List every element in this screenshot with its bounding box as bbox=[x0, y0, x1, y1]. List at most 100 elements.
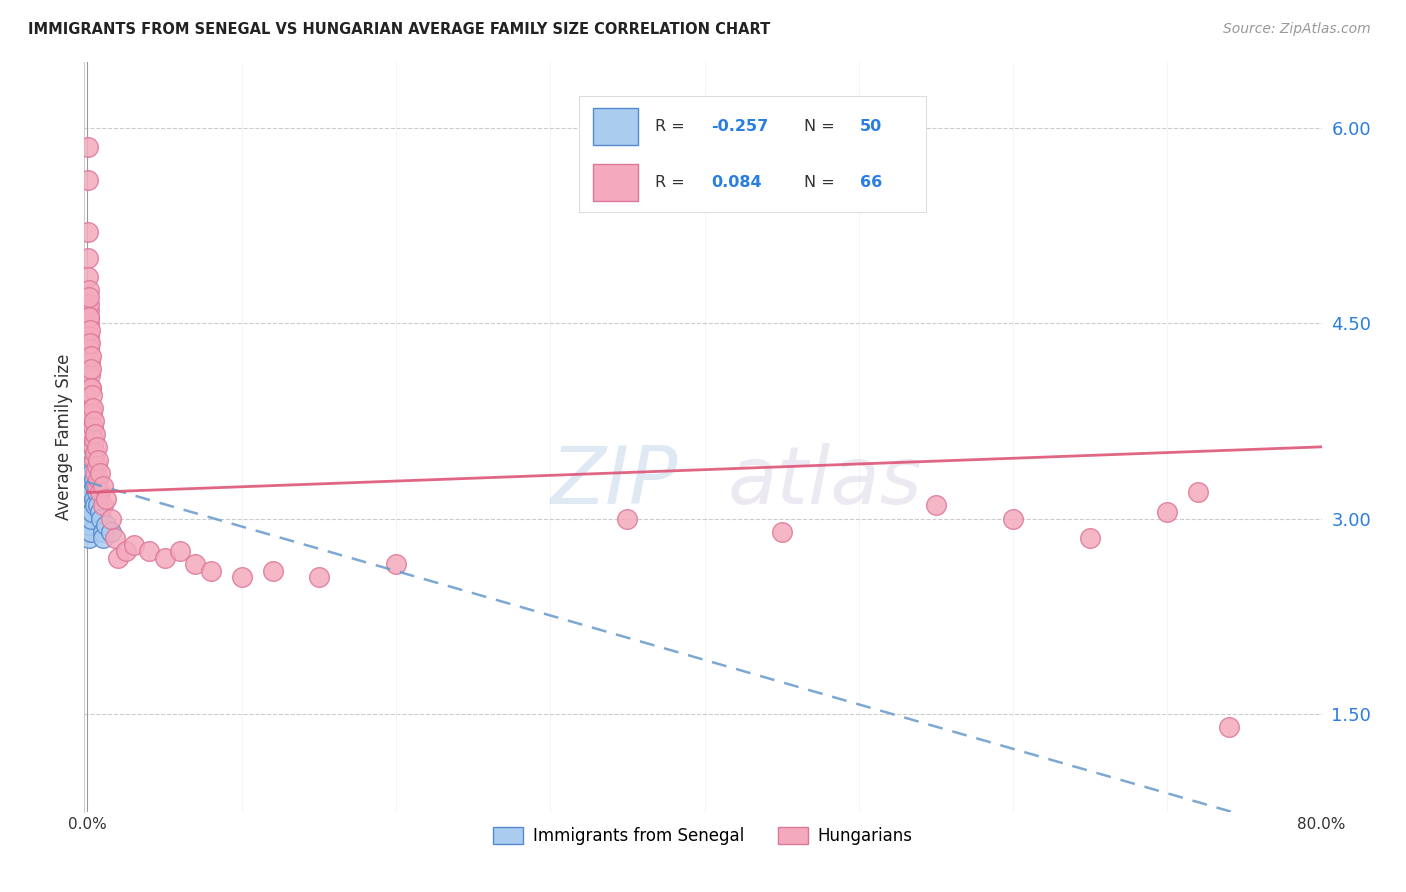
Point bbox=[1078, 531, 1101, 545]
Point bbox=[83, 453, 105, 467]
Point bbox=[80, 388, 103, 402]
Point bbox=[79, 355, 101, 369]
Point bbox=[308, 570, 330, 584]
Point bbox=[77, 466, 100, 480]
Point bbox=[77, 466, 100, 480]
Point bbox=[77, 459, 100, 474]
Point bbox=[77, 270, 100, 285]
Point bbox=[79, 335, 101, 350]
Point bbox=[80, 511, 103, 525]
Point bbox=[77, 524, 100, 539]
Point bbox=[84, 466, 107, 480]
Point bbox=[77, 479, 100, 493]
Point bbox=[100, 511, 122, 525]
Point bbox=[77, 499, 100, 513]
Point bbox=[91, 479, 114, 493]
Point bbox=[86, 479, 108, 493]
Point bbox=[83, 472, 105, 486]
Point bbox=[77, 479, 100, 493]
Point bbox=[79, 531, 101, 545]
Point bbox=[770, 524, 793, 539]
Point bbox=[79, 368, 101, 383]
Point bbox=[77, 225, 100, 239]
Point bbox=[77, 485, 100, 500]
Point bbox=[77, 316, 100, 330]
Point bbox=[77, 140, 100, 154]
Point bbox=[86, 485, 108, 500]
Point bbox=[77, 303, 100, 318]
Point bbox=[107, 550, 129, 565]
Point bbox=[80, 491, 103, 506]
Point bbox=[77, 310, 100, 324]
Point bbox=[79, 524, 101, 539]
Point bbox=[87, 453, 110, 467]
Point bbox=[77, 440, 100, 454]
Point bbox=[89, 466, 111, 480]
Point bbox=[100, 524, 122, 539]
Point bbox=[200, 564, 222, 578]
Point bbox=[80, 401, 103, 415]
Legend: Immigrants from Senegal, Hungarians: Immigrants from Senegal, Hungarians bbox=[486, 821, 920, 852]
Point bbox=[82, 420, 104, 434]
Point bbox=[80, 466, 103, 480]
Text: Source: ZipAtlas.com: Source: ZipAtlas.com bbox=[1223, 22, 1371, 37]
Text: IMMIGRANTS FROM SENEGAL VS HUNGARIAN AVERAGE FAMILY SIZE CORRELATION CHART: IMMIGRANTS FROM SENEGAL VS HUNGARIAN AVE… bbox=[28, 22, 770, 37]
Point bbox=[77, 172, 100, 186]
Point bbox=[1156, 505, 1178, 519]
Point bbox=[86, 440, 108, 454]
Y-axis label: Average Family Size: Average Family Size bbox=[55, 354, 73, 520]
Point bbox=[79, 472, 101, 486]
Point bbox=[184, 557, 207, 571]
Point bbox=[153, 550, 176, 565]
Point bbox=[80, 505, 103, 519]
Point bbox=[79, 485, 101, 500]
Point bbox=[82, 440, 104, 454]
Point bbox=[79, 310, 101, 324]
Point bbox=[77, 472, 100, 486]
Point bbox=[76, 446, 98, 460]
Point bbox=[86, 459, 108, 474]
Point bbox=[90, 511, 112, 525]
Point bbox=[77, 329, 100, 343]
Point bbox=[84, 479, 107, 493]
Point bbox=[77, 284, 100, 298]
Point bbox=[84, 499, 107, 513]
Point bbox=[262, 564, 284, 578]
Point bbox=[91, 499, 114, 513]
Point bbox=[79, 381, 101, 395]
Point bbox=[79, 499, 101, 513]
Point bbox=[79, 505, 101, 519]
Point bbox=[77, 453, 100, 467]
Point bbox=[77, 335, 100, 350]
Point bbox=[77, 296, 100, 310]
Point bbox=[80, 361, 103, 376]
Point bbox=[1002, 511, 1025, 525]
Point bbox=[115, 544, 138, 558]
Point bbox=[79, 322, 101, 336]
Point bbox=[169, 544, 191, 558]
Point bbox=[77, 466, 100, 480]
Point bbox=[231, 570, 253, 584]
Point bbox=[77, 290, 100, 304]
Point bbox=[79, 342, 101, 356]
Point bbox=[79, 511, 101, 525]
Text: atlas: atlas bbox=[728, 443, 922, 521]
Point bbox=[87, 499, 110, 513]
Point bbox=[77, 446, 100, 460]
Point bbox=[80, 381, 103, 395]
Point bbox=[122, 538, 145, 552]
Point bbox=[77, 459, 100, 474]
Point bbox=[79, 518, 101, 533]
Point bbox=[925, 499, 948, 513]
Point bbox=[83, 434, 105, 448]
Point bbox=[83, 414, 105, 428]
Point bbox=[77, 505, 100, 519]
Point bbox=[89, 485, 111, 500]
Text: ZIP: ZIP bbox=[551, 443, 678, 521]
Point bbox=[77, 518, 100, 533]
Point bbox=[87, 472, 110, 486]
Point bbox=[79, 349, 101, 363]
Point bbox=[77, 251, 100, 265]
Point bbox=[91, 524, 114, 539]
Point bbox=[77, 491, 100, 506]
